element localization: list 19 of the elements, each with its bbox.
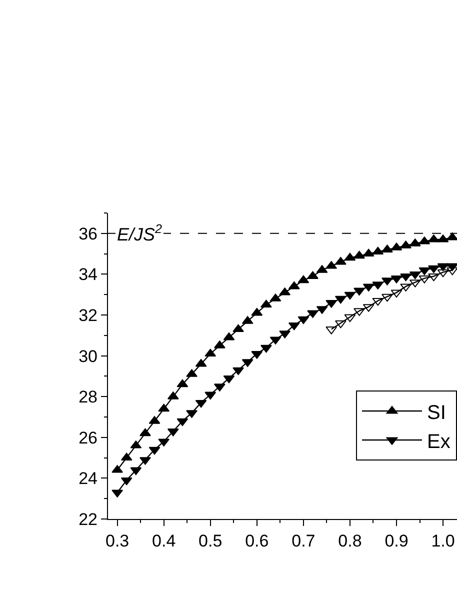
x-tick-label: 0.4 <box>152 532 176 550</box>
y-tick-label: 22 <box>78 510 98 529</box>
y-tick-label: 32 <box>78 306 98 325</box>
y-tick-label: 26 <box>78 428 98 448</box>
x-tick-label: 0.7 <box>292 532 316 550</box>
y-tick-label: 30 <box>78 346 98 366</box>
ref-line-label: E/JS$^{2}$ <box>117 222 162 245</box>
x-tick-label: 0.3 <box>105 532 130 550</box>
legend-label: Ex <box>427 430 450 453</box>
x-tick-label: 0.9 <box>384 532 408 550</box>
y-tick-label: 28 <box>78 388 98 407</box>
x-tick-label: 0.5 <box>198 532 222 550</box>
x-tick-label: 0.8 <box>338 532 362 550</box>
y-tick-label: 24 <box>78 469 98 488</box>
legend-label: SI <box>427 402 446 424</box>
y-tick-label: 36 <box>78 224 98 244</box>
x-tick-label: 1.0 <box>431 532 455 550</box>
x-tick-label: 0.6 <box>245 532 269 550</box>
y-tick-label: 34 <box>78 265 98 284</box>
